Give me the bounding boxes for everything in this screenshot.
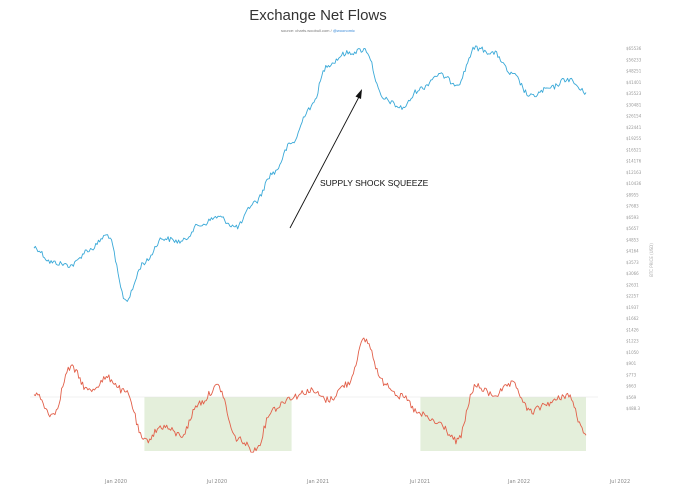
btc-price-line	[33, 45, 587, 302]
x-tick-label: Jan 2020	[104, 479, 127, 485]
y-tick-label: $22441	[626, 125, 642, 130]
y-tick-label: $8955	[626, 192, 639, 197]
y-tick-label: $56233	[626, 57, 642, 62]
x-tick-label: Jul 2020	[206, 479, 227, 485]
series-lines	[33, 45, 587, 453]
x-tick-label: Jul 2021	[409, 479, 430, 485]
x-axis-tick-labels: Jan 2020 Jul 2020 Jan 2021 Jul 2021 Jan 2022…	[104, 479, 630, 485]
y-tick-label: $1426	[626, 327, 639, 332]
annotation-arrowhead	[355, 89, 362, 99]
y-tick-label: $26154	[626, 114, 642, 119]
y-tick-label: $48251	[626, 69, 642, 74]
y-tick-label: $16521	[626, 147, 642, 152]
chart-source: source: charts.woobull.com / @woonomic	[0, 28, 636, 33]
y-tick-label: $35523	[626, 91, 642, 96]
y-tick-label: $14176	[626, 159, 642, 164]
y-tick-label: $1050	[626, 350, 639, 355]
y-tick-label: $3573	[626, 260, 639, 265]
annotation-group: SUPPLY SHOCK SQUEEZE	[289, 89, 429, 229]
y-axis-label: BTC PRICE (USD)	[649, 243, 654, 277]
net-flow-line	[33, 337, 587, 453]
x-tick-label: Jan 2021	[306, 479, 329, 485]
y-tick-label: $30481	[626, 102, 642, 107]
y-tick-label: $1223	[626, 339, 639, 344]
y-tick-label: $10436	[626, 181, 642, 186]
source-text: source: charts.woobull.com /	[281, 28, 333, 33]
x-tick-label: Jan 2022	[507, 479, 530, 485]
y-tick-label: $663	[626, 384, 637, 389]
y-tick-label: $7683	[626, 204, 639, 209]
y-tick-label: $4853	[626, 237, 639, 242]
y-tick-label: $5657	[626, 226, 639, 231]
y-tick-label: $2631	[626, 282, 639, 287]
y-tick-label: $12163	[626, 170, 642, 175]
y-tick-label: $488.3	[626, 406, 640, 411]
chart-title: Exchange Net Flows	[249, 7, 387, 24]
source-handle-link[interactable]: @woonomic	[332, 28, 355, 33]
y-tick-label: $65536	[626, 46, 642, 51]
annotation-text: SUPPLY SHOCK SQUEEZE	[320, 178, 429, 188]
x-tick-label: Jul 2022	[609, 479, 630, 485]
shaded-period-1	[144, 397, 292, 451]
y-tick-label: $1937	[626, 305, 639, 310]
y-tick-label: $1662	[626, 316, 639, 321]
y-tick-label: $3066	[626, 271, 639, 276]
y-tick-label: $41401	[626, 80, 642, 85]
y-tick-label: $19255	[626, 136, 642, 141]
y-tick-label: $569	[626, 395, 637, 400]
y-axis-tick-labels: $65536 $56233 $48251 $41401 $35523 $30481 $261…	[626, 46, 642, 411]
y-tick-label: $901	[626, 361, 637, 366]
y-tick-label: $4164	[626, 249, 639, 254]
y-tick-label: $2257	[626, 294, 639, 299]
shaded-period-2	[420, 397, 586, 451]
y-tick-label: $6593	[626, 215, 639, 220]
annotation-arrow-line	[289, 94, 361, 229]
y-tick-label: $773	[626, 372, 637, 377]
shaded-periods	[144, 397, 586, 451]
